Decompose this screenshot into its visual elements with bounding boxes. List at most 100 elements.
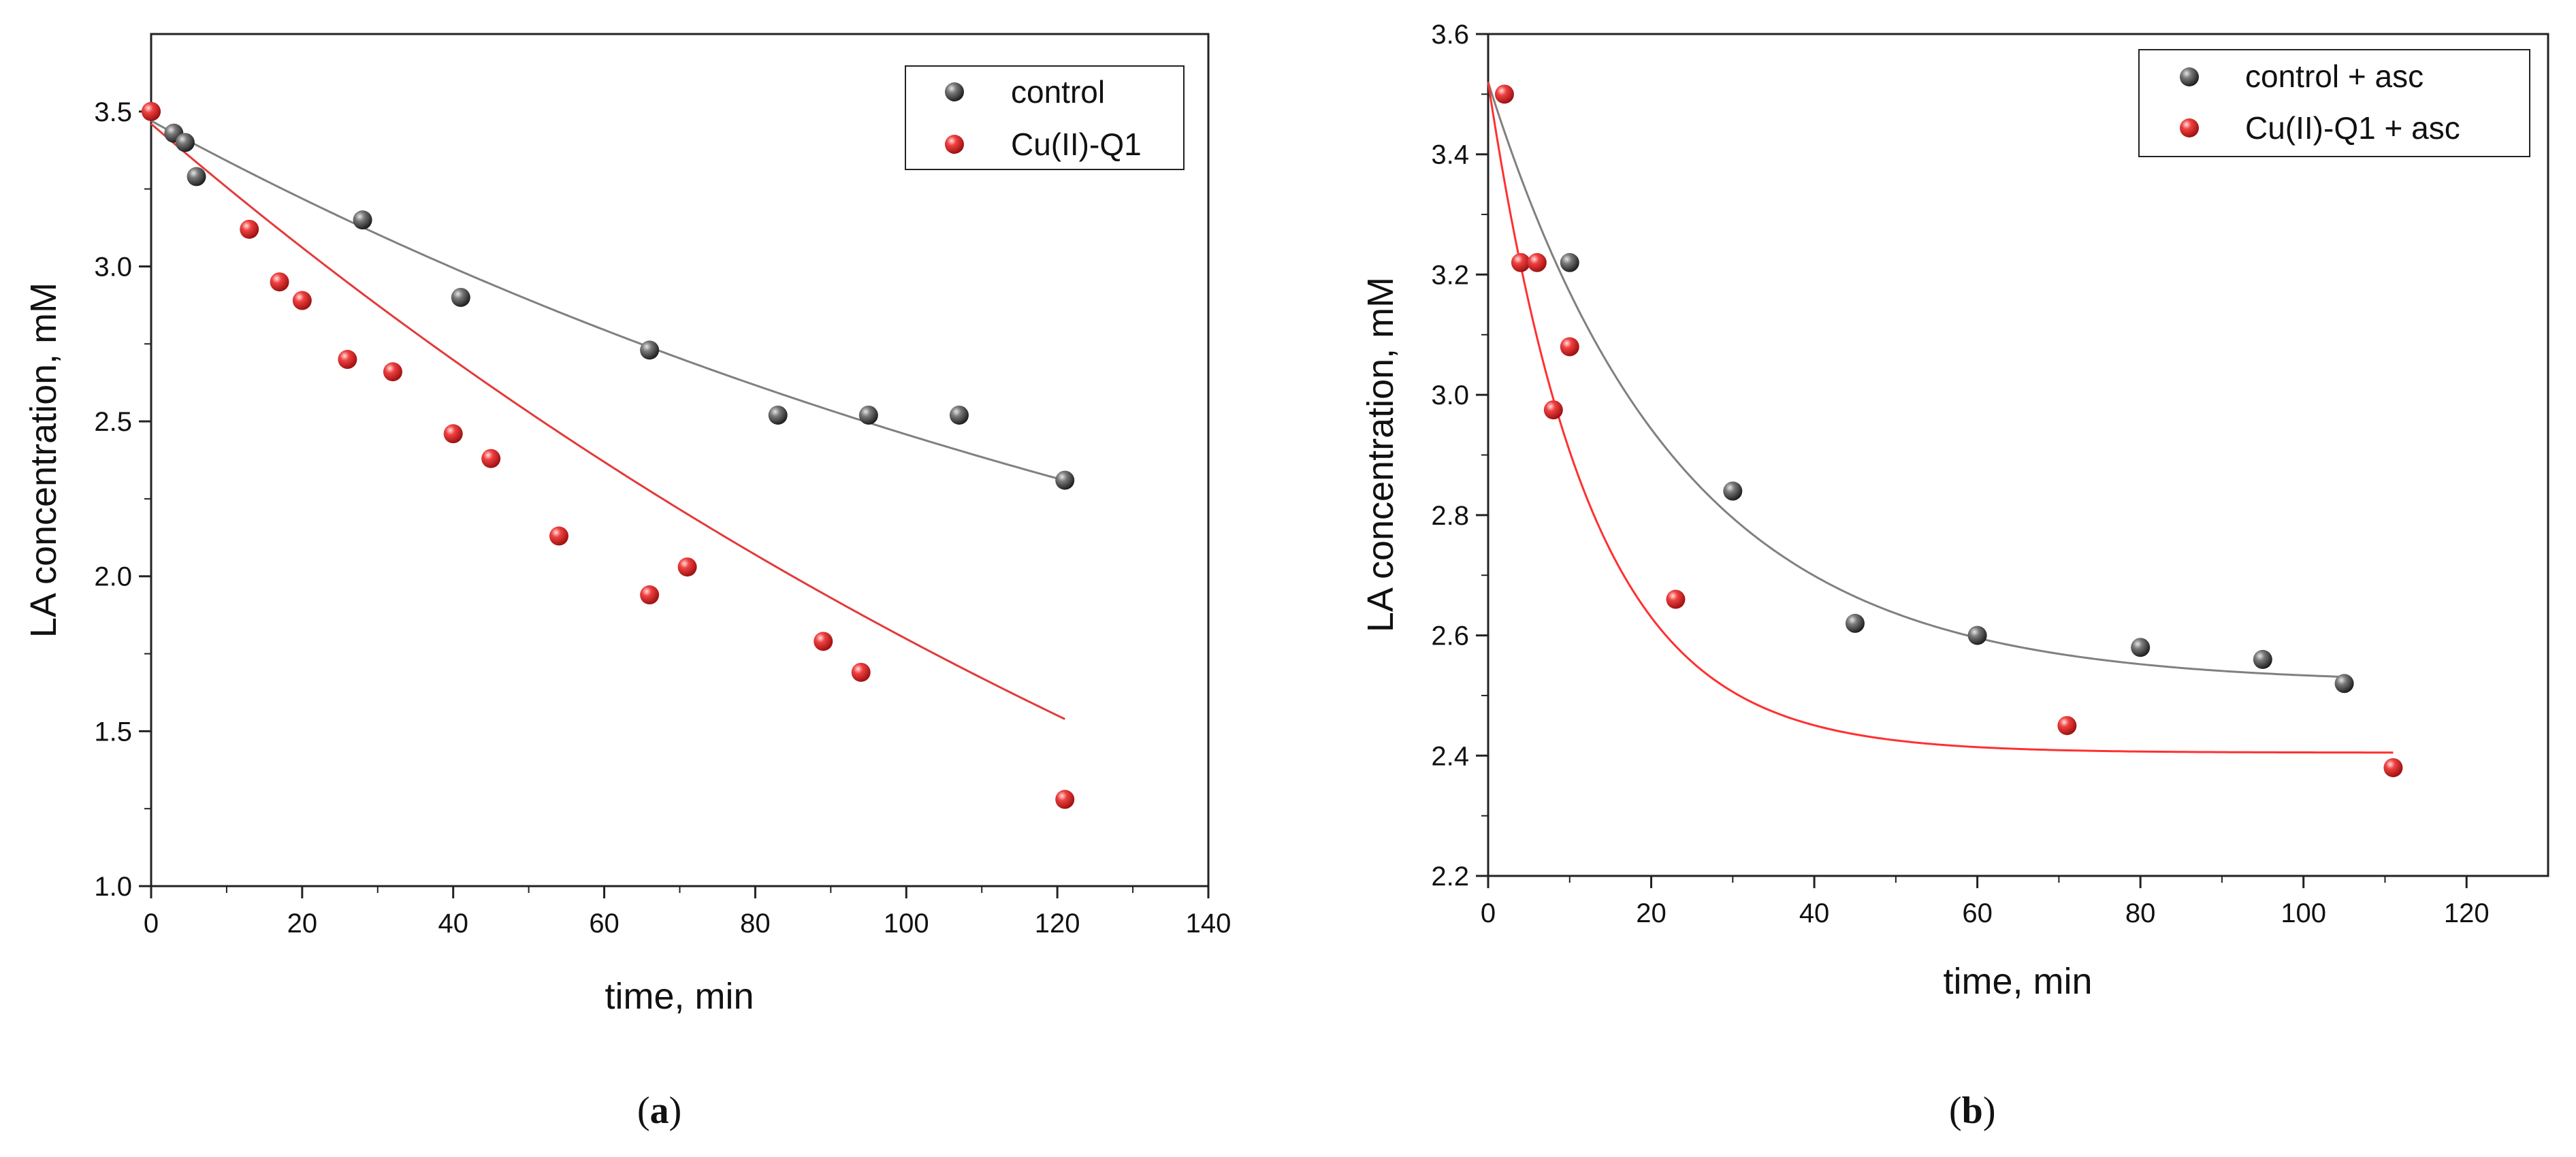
legend-marker: [945, 82, 964, 101]
data-point-control-asc: [2334, 674, 2354, 694]
data-point-control: [768, 405, 788, 425]
fit-line-cu-ii-q1-asc: [1487, 82, 2394, 754]
data-point-cu-ii-q1: [549, 526, 569, 546]
y-tick-label: 3.5: [94, 97, 132, 127]
panel-a-x-axis-title: time, min: [605, 976, 754, 1017]
panel-b-legend: control + asc Cu(II)-Q1 + asc: [2138, 49, 2530, 157]
data-point-control: [640, 340, 660, 360]
panel-a-data-points: [142, 101, 1075, 809]
x-tick-label: 60: [589, 909, 619, 939]
data-point-cu-ii-q1-asc: [2383, 757, 2403, 777]
fit-line-cu-ii-q1: [150, 123, 1065, 720]
data-point-cu-ii-q1: [1055, 789, 1075, 809]
panel-b-x-axis-title: time, min: [1943, 961, 2092, 1002]
data-point-control-asc: [1845, 613, 1865, 633]
x-tick-label: 40: [1799, 898, 1830, 928]
data-point-cu-ii-q1-asc: [2057, 716, 2077, 736]
panel-b-legend-label-cu-q1-asc: Cu(II)-Q1 + asc: [2245, 110, 2460, 146]
data-point-control: [1055, 470, 1075, 490]
data-point-cu-ii-q1-asc: [1543, 400, 1563, 420]
data-point-cu-ii-q1: [640, 585, 660, 605]
panel-a-legend-marker-control: [945, 82, 964, 101]
x-tick-label: 40: [438, 909, 468, 939]
y-tick-label: 1.5: [94, 717, 132, 747]
y-tick-label: 3.4: [1431, 140, 1469, 170]
data-point-cu-ii-q1: [814, 632, 833, 651]
x-tick-label: 80: [2125, 898, 2156, 928]
panel-b-legend-box: [2138, 49, 2530, 157]
y-tick-label: 2.5: [94, 407, 132, 437]
y-tick-label: 1.0: [94, 872, 132, 902]
panel-a-caption-letter: a: [650, 1090, 669, 1132]
data-point-control: [353, 210, 372, 230]
x-tick-label: 20: [1636, 898, 1667, 928]
x-tick-label: 140: [1186, 909, 1231, 939]
data-point-cu-ii-q1: [142, 101, 161, 121]
data-point-control: [858, 405, 878, 425]
y-tick-label: 3.2: [1431, 260, 1469, 290]
panel-b-legend-label-control-asc: control + asc: [2245, 59, 2424, 94]
panel-a-caption: (a): [637, 1090, 681, 1132]
fit-line-control-asc: [1487, 82, 2345, 679]
panel-a-legend-label-cu-q1: Cu(II)-Q1: [1011, 127, 1142, 162]
data-point-control-asc: [1560, 252, 1579, 272]
data-point-control-asc: [1723, 481, 1743, 501]
x-tick-label: 20: [287, 909, 318, 939]
data-point-control: [949, 405, 969, 425]
panel-b-legend-marker-control-asc: [2180, 67, 2199, 86]
data-point-control-asc: [2131, 638, 2151, 657]
panel-a-legend-marker-cu-q1: [945, 135, 964, 154]
data-point-cu-ii-q1: [677, 557, 697, 577]
x-tick-label: 100: [2281, 898, 2326, 928]
x-tick-label: 60: [1962, 898, 1993, 928]
legend-marker: [945, 135, 964, 154]
y-tick-label: 2.6: [1431, 621, 1469, 651]
data-point-cu-ii-q1: [292, 291, 312, 310]
panel-b-caption-letter: b: [1962, 1090, 1983, 1132]
data-point-control: [187, 167, 206, 186]
x-tick-label: 0: [1481, 898, 1496, 928]
panel-a-legend-label-control: control: [1011, 74, 1105, 110]
panel-b-caption: (b): [1949, 1090, 1995, 1132]
x-tick-label: 120: [1035, 909, 1080, 939]
panel-b-ticks: 0 20 40 60 80 100 120 2.2 2.4 2.6 2.8 3.0 3.2 3.4 3.6: [1431, 20, 2489, 928]
data-point-cu-ii-q1: [481, 449, 501, 468]
data-point-cu-ii-q1: [270, 272, 289, 292]
data-point-cu-ii-q1: [240, 219, 259, 239]
y-tick-label: 3.0: [1431, 380, 1469, 410]
panel-a-fit-lines: [150, 120, 1065, 720]
data-point-control-asc: [2253, 649, 2272, 669]
data-point-control: [451, 287, 470, 307]
x-tick-label: 0: [144, 909, 159, 939]
panel-b-data-points: [1494, 84, 2403, 777]
data-point-cu-ii-q1-asc: [1527, 252, 1547, 272]
panel-b-fit-lines: [1487, 82, 2394, 754]
y-tick-label: 3.0: [94, 252, 132, 282]
legend-marker: [2180, 118, 2199, 137]
panel-b-chart: 0 20 40 60 80 100 1202.22.42.62.83.03.23.43.6 …: [1360, 20, 2549, 1132]
panel-a-legend: control Cu(II)-Q1: [905, 65, 1185, 170]
y-tick-label: 2.4: [1431, 741, 1469, 771]
data-point-cu-ii-q1: [851, 662, 871, 682]
x-tick-label: 100: [884, 909, 929, 939]
legend-marker: [2180, 67, 2199, 86]
data-point-cu-ii-q1: [338, 350, 357, 370]
y-tick-label: 3.6: [1431, 20, 1469, 50]
data-point-cu-ii-q1: [443, 424, 463, 444]
panel-a-chart: 0 20 40 60 80 100 120 140 1.0 1.5 2.0 2.5 3.0 3.5 tim…: [23, 33, 1231, 1132]
y-tick-label: 2.8: [1431, 501, 1469, 531]
data-point-control-asc: [1967, 625, 1987, 645]
y-tick-label: 2.0: [94, 562, 132, 592]
panel-a-ticks: 0 20 40 60 80 100 120 140 1.0 1.5 2.0 2.5 3.0 3.5: [94, 97, 1231, 939]
panel-b-y-axis-title: LA concentration, mM: [1360, 277, 1401, 632]
data-point-cu-ii-q1-asc: [1560, 337, 1579, 357]
data-point-cu-ii-q1: [383, 362, 402, 382]
data-point-control: [175, 133, 195, 152]
data-point-cu-ii-q1-asc: [1494, 84, 1514, 104]
panel-a-y-axis-title: LA concentration, mM: [23, 282, 64, 638]
panel-b-legend-marker-cu-q1-asc: [2180, 118, 2199, 137]
data-point-cu-ii-q1-asc: [1666, 589, 1686, 609]
fit-line-control: [150, 120, 1065, 482]
x-tick-label: 120: [2444, 898, 2490, 928]
